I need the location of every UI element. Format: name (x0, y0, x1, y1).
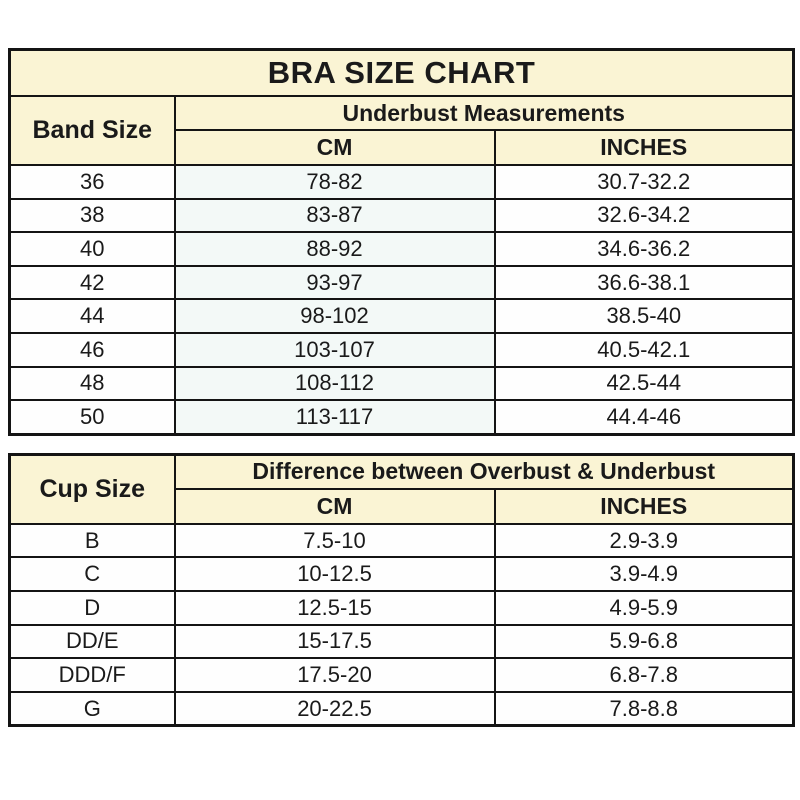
inches-value-cell: 5.9-6.8 (493, 623, 795, 660)
table-row: 50 113-117 44.4-46 (8, 399, 795, 436)
table-row: 48 108-112 42.5-44 (8, 365, 795, 402)
inches-value-cell: 2.9-3.9 (493, 522, 795, 559)
cm-value-cell: 7.5-10 (173, 522, 496, 559)
band-size-table: BRA SIZE CHART Band Size Underbust Measu… (8, 48, 796, 436)
table-row: 40 88-92 34.6-36.2 (8, 231, 795, 267)
title-row: BRA SIZE CHART (8, 48, 795, 97)
table-row: 38 83-87 32.6-34.2 (8, 197, 795, 234)
band-size-cell: 36 (8, 164, 176, 200)
inches-value-cell: 36.6-38.1 (493, 264, 795, 301)
cup-size-cell: C (8, 556, 176, 592)
cm-value-cell: 113-117 (173, 399, 496, 436)
cup-size-cell: DD/E (8, 623, 176, 660)
table-row: 42 93-97 36.6-38.1 (8, 264, 795, 301)
cm-column-header: CM (173, 487, 496, 525)
cm-value-cell: 12.5-15 (173, 589, 496, 626)
inches-value-cell: 4.9-5.9 (493, 589, 795, 626)
table-row: 36 78-82 30.7-32.2 (8, 164, 795, 200)
band-size-cell: 42 (8, 264, 176, 301)
inches-value-cell: 32.6-34.2 (493, 197, 795, 234)
difference-overbust-underbust-header: Difference between Overbust & Underbust (173, 453, 795, 490)
cm-value-cell: 88-92 (173, 231, 496, 267)
band-size-cell: 50 (8, 399, 176, 436)
inches-column-header: INCHES (493, 487, 795, 525)
cm-value-cell: 78-82 (173, 164, 496, 200)
cm-value-cell: 83-87 (173, 197, 496, 234)
column-header-row: CM INCHES (10, 129, 795, 166)
band-size-cell: 48 (8, 365, 176, 402)
group-header-row: Band Size Underbust Measurements (8, 95, 795, 166)
chart-title: BRA SIZE CHART (8, 48, 795, 97)
band-size-cell: 40 (8, 231, 176, 267)
cup-size-header: Cup Size (8, 453, 176, 525)
inches-value-cell: 3.9-4.9 (493, 556, 795, 592)
table-row: DD/E 15-17.5 5.9-6.8 (8, 623, 795, 660)
table-row: G 20-22.5 7.8-8.8 (8, 690, 795, 727)
cm-value-cell: 108-112 (173, 365, 496, 402)
inches-value-cell: 6.8-7.8 (493, 657, 795, 693)
inches-column-header: INCHES (493, 129, 795, 166)
table-row: 44 98-102 38.5-40 (8, 298, 795, 334)
cm-value-cell: 15-17.5 (173, 623, 496, 660)
inches-value-cell: 34.6-36.2 (493, 231, 795, 267)
band-size-cell: 44 (8, 298, 176, 334)
inches-value-cell: 40.5-42.1 (493, 331, 795, 368)
cup-size-cell: DDD/F (8, 657, 176, 693)
inches-value-cell: 30.7-32.2 (493, 164, 795, 200)
cm-value-cell: 93-97 (173, 264, 496, 301)
table-row: C 10-12.5 3.9-4.9 (8, 556, 795, 592)
band-size-cell: 38 (8, 197, 176, 234)
cm-value-cell: 98-102 (173, 298, 496, 334)
inches-value-cell: 42.5-44 (493, 365, 795, 402)
table-row: D 12.5-15 4.9-5.9 (8, 589, 795, 626)
cm-value-cell: 17.5-20 (173, 657, 496, 693)
cm-column-header: CM (173, 129, 496, 166)
column-header-row: CM INCHES (10, 487, 795, 525)
cup-size-table: Cup Size Difference between Overbust & U… (8, 452, 795, 728)
cup-size-cell: D (8, 589, 176, 626)
table-row: 46 103-107 40.5-42.1 (8, 331, 795, 368)
table-row: DDD/F 17.5-20 6.8-7.8 (8, 657, 795, 693)
inches-value-cell: 44.4-46 (493, 399, 795, 436)
group-header-row: Cup Size Difference between Overbust & U… (8, 453, 795, 525)
cm-value-cell: 10-12.5 (173, 556, 496, 592)
table-row: B 7.5-10 2.9-3.9 (8, 522, 795, 559)
underbust-measurements-header: Underbust Measurements (173, 95, 795, 131)
inches-value-cell: 38.5-40 (493, 298, 795, 334)
cm-value-cell: 20-22.5 (173, 690, 496, 727)
cup-size-cell: G (8, 690, 176, 727)
band-size-header: Band Size (8, 95, 176, 166)
band-size-cell: 46 (8, 331, 176, 368)
inches-value-cell: 7.8-8.8 (493, 690, 795, 727)
cm-value-cell: 103-107 (173, 331, 496, 368)
cup-size-cell: B (8, 522, 176, 559)
